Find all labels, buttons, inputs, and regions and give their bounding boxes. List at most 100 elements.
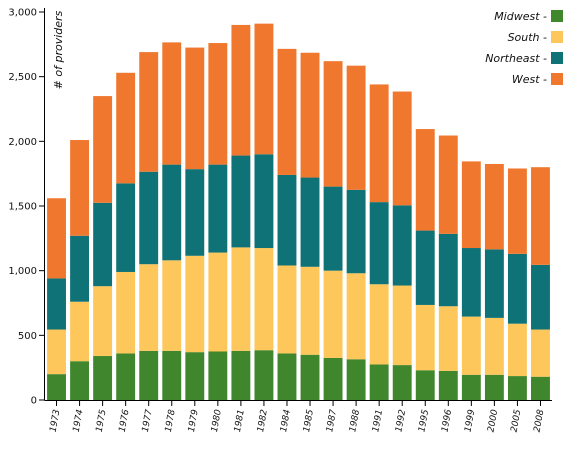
x-tick-label: 1987 [325,409,339,434]
x-tick-label: 2005 [510,409,524,434]
y-tick-label: 2,500 [8,72,37,83]
bar-segment-south-2000 [484,317,504,375]
bar-segment-south-1982 [254,248,274,351]
bar-segment-west-1988 [346,65,366,190]
bar-segment-south-1980 [208,252,228,352]
y-tick-label: 500 [18,331,37,342]
bar-segment-west-1980 [208,43,228,165]
y-tick-label: 0 [31,396,37,407]
bar-segment-south-1992 [392,285,412,366]
bar-segment-midwest-1977 [139,350,159,400]
bar-segment-west-1974 [70,140,90,236]
bar-segment-midwest-1988 [346,359,366,400]
x-tick-label: 1982 [256,409,270,434]
bar-segment-northeast-1999 [461,248,481,317]
bar-segment-west-2005 [507,168,527,254]
bar-segment-midwest-1991 [369,364,389,400]
bar-segment-west-1985 [300,52,320,178]
legend-label-west: West - [512,73,547,86]
y-tick-label: 3,000 [8,8,37,19]
bar-segment-south-1984 [277,265,297,354]
x-tick-label: 1978 [164,409,178,434]
bar-segment-south-1995 [415,304,435,371]
bar-segment-south-1987 [323,270,343,358]
bar-segment-midwest-1973 [47,374,66,400]
bar-segment-midwest-1974 [70,361,90,400]
x-tick-label: 2008 [533,409,547,434]
bar-segment-south-1999 [461,316,481,375]
bar-segment-northeast-1996 [438,233,458,307]
bar-segment-northeast-1988 [346,189,366,274]
bar-segment-midwest-1975 [93,356,113,400]
bar-segment-midwest-1979 [185,352,205,400]
legend-label-northeast: Northeast - [485,52,547,65]
bar-segment-west-2000 [484,163,504,250]
bar-segment-west-1978 [162,42,182,165]
bar-segment-midwest-1992 [392,365,412,400]
legend-label-south: South - [508,31,547,44]
bar-segment-northeast-1995 [415,230,435,305]
bar-segment-northeast-2008 [531,264,550,330]
bar-segment-midwest-1996 [438,370,458,400]
bar-segment-northeast-1976 [116,183,136,272]
bar-segment-midwest-1976 [116,353,136,400]
bar-segment-west-1999 [461,161,481,249]
bar-segment-west-1981 [231,24,251,156]
bar-segment-midwest-1982 [254,350,274,400]
bar-segment-midwest-1980 [208,351,228,400]
x-tick-label: 1975 [95,409,109,434]
bar-segment-midwest-1999 [461,374,481,400]
bar-segment-northeast-2005 [507,253,527,324]
bar-segment-northeast-1979 [185,169,205,256]
bar-segment-northeast-1984 [277,174,297,266]
legend-swatch-west [551,73,563,85]
bar-segment-south-1976 [116,271,136,354]
bar-segment-midwest-2005 [507,376,527,400]
bar-segment-west-1987 [323,61,343,187]
bar-segment-west-2008 [531,167,550,265]
x-tick-label: 1992 [394,409,408,434]
bar-segment-south-1977 [139,264,159,351]
y-tick-label: 2,000 [8,137,37,148]
bar-segment-northeast-1975 [93,202,113,287]
bar-segment-northeast-1992 [392,205,412,286]
bar-segment-west-1977 [139,52,159,172]
bar-segment-south-2008 [531,329,550,377]
x-tick-label: 1988 [348,409,362,434]
x-tick-label: 1981 [233,409,247,433]
bar-segment-west-1975 [93,96,113,203]
bar-segment-south-1985 [300,266,320,355]
legend: Midwest - South - Northeast - West - [485,10,563,86]
x-tick-label: 1979 [187,409,201,434]
legend-swatch-northeast [551,52,563,64]
bar-segment-south-1978 [162,260,182,351]
bar-segment-south-1988 [346,273,366,360]
x-tick-label: 1991 [371,409,385,433]
legend-swatch-south [551,31,563,43]
bar-segment-west-1991 [369,84,389,203]
bar-segment-northeast-1991 [369,202,389,285]
bar-segment-south-1991 [369,284,389,365]
y-tick-label: 1,000 [8,266,37,277]
bar-segment-south-1973 [47,329,66,375]
bar-segment-west-1996 [438,135,458,234]
y-tick-label: 1,500 [8,202,37,213]
bars [47,23,550,400]
bar-segment-midwest-2000 [484,374,504,400]
x-tick-label: 1973 [49,409,63,434]
bar-segment-west-1976 [116,72,136,184]
bar-segment-northeast-1974 [70,235,90,302]
bar-segment-northeast-1985 [300,177,320,267]
legend-label-midwest: Midwest - [494,10,547,23]
bar-segment-northeast-1980 [208,164,228,253]
bar-segment-northeast-1987 [323,186,343,271]
bar-segment-west-1984 [277,48,297,175]
bar-segment-south-1981 [231,247,251,351]
x-axis: 1973 1974 1975 1976 1977 1978 1979 1980 1981 1982… [44,400,552,434]
bar-segment-west-1995 [415,129,435,231]
bar-segment-west-1982 [254,23,274,155]
bar-segment-northeast-1973 [47,278,66,330]
x-tick-label: 1984 [279,409,293,434]
bar-segment-midwest-1978 [162,350,182,400]
